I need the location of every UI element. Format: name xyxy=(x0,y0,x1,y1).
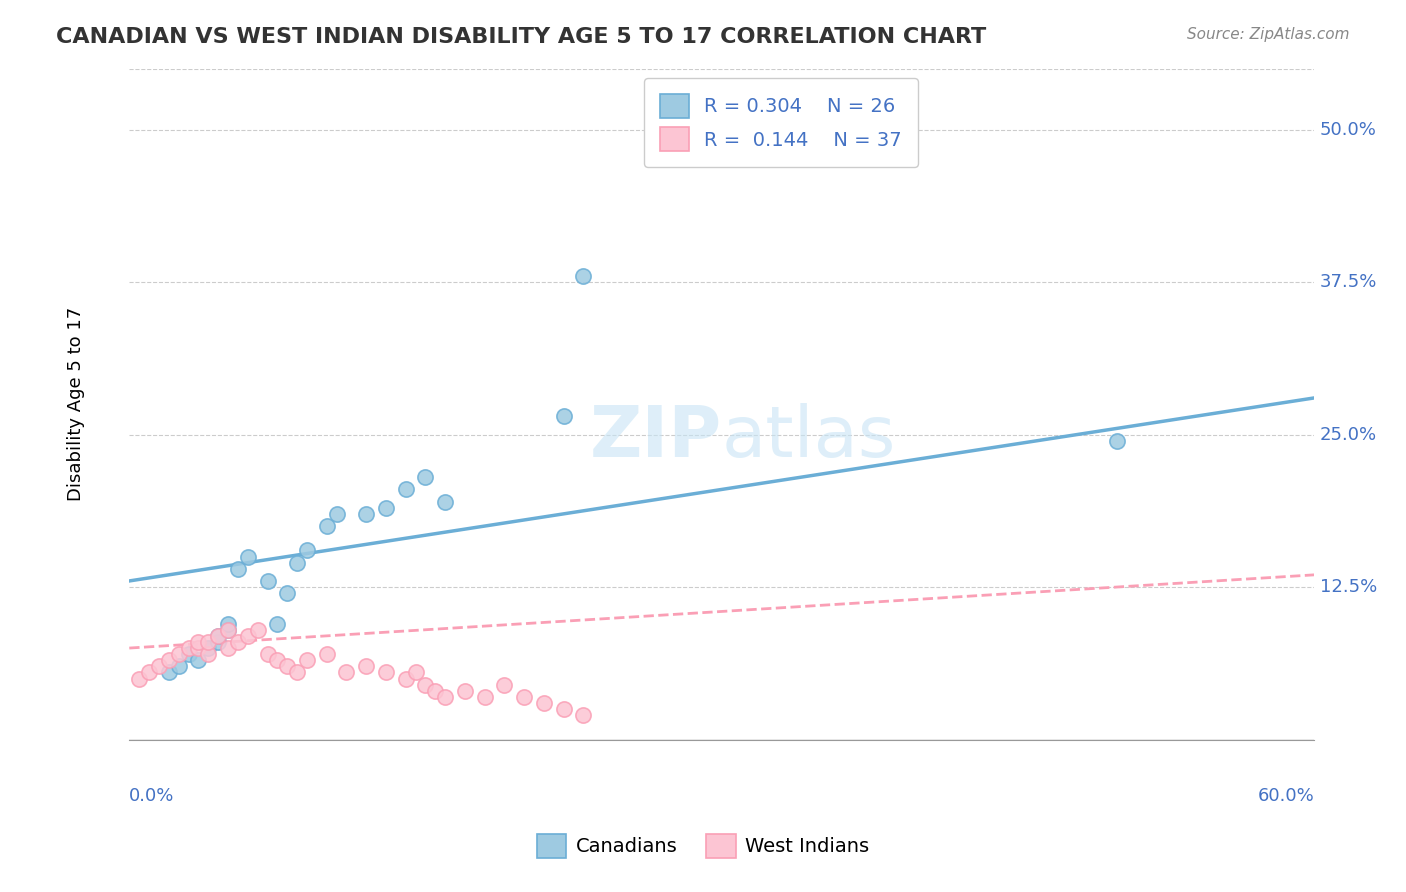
Point xyxy=(354,659,377,673)
Point xyxy=(325,507,347,521)
Point xyxy=(572,268,595,283)
Point xyxy=(226,562,249,576)
Point xyxy=(207,635,229,649)
Point xyxy=(217,616,239,631)
Point xyxy=(138,665,160,680)
Text: 60.0%: 60.0% xyxy=(1257,787,1315,805)
Text: 37.5%: 37.5% xyxy=(1320,273,1378,291)
Point xyxy=(266,616,288,631)
Point xyxy=(513,690,536,704)
Text: Source: ZipAtlas.com: Source: ZipAtlas.com xyxy=(1187,27,1350,42)
Point xyxy=(553,702,575,716)
Point xyxy=(197,641,219,656)
Point xyxy=(236,629,259,643)
Point xyxy=(276,659,298,673)
Text: 12.5%: 12.5% xyxy=(1320,578,1378,596)
Text: 50.0%: 50.0% xyxy=(1320,120,1376,138)
Point xyxy=(415,470,437,484)
Point xyxy=(207,629,229,643)
Point xyxy=(157,653,180,667)
Point xyxy=(217,641,239,656)
Point xyxy=(315,647,337,661)
Point xyxy=(266,653,288,667)
Point xyxy=(395,672,418,686)
Point xyxy=(207,629,229,643)
Point xyxy=(533,696,555,710)
Point xyxy=(148,659,170,673)
Point xyxy=(246,623,269,637)
Point xyxy=(415,678,437,692)
Text: atlas: atlas xyxy=(721,403,896,472)
Point xyxy=(167,659,190,673)
Point xyxy=(295,653,318,667)
Point xyxy=(395,483,418,497)
Point xyxy=(375,500,398,515)
Point xyxy=(226,635,249,649)
Point xyxy=(256,574,278,588)
Point xyxy=(157,665,180,680)
Text: 25.0%: 25.0% xyxy=(1320,425,1376,443)
Point xyxy=(434,690,457,704)
Text: ZIP: ZIP xyxy=(589,403,721,472)
Point xyxy=(553,409,575,424)
Point xyxy=(167,647,190,661)
Point xyxy=(197,647,219,661)
Point xyxy=(177,641,200,656)
Text: Disability Age 5 to 17: Disability Age 5 to 17 xyxy=(67,307,84,501)
Point xyxy=(454,683,477,698)
Point xyxy=(285,556,308,570)
Point xyxy=(1105,434,1128,448)
Point xyxy=(405,665,427,680)
Text: 0.0%: 0.0% xyxy=(129,787,174,805)
Point xyxy=(256,647,278,661)
Point xyxy=(425,683,447,698)
Point xyxy=(285,665,308,680)
Point xyxy=(128,672,150,686)
Point xyxy=(295,543,318,558)
Point xyxy=(434,494,457,508)
Point xyxy=(474,690,496,704)
Point xyxy=(354,507,377,521)
Point xyxy=(197,635,219,649)
Point xyxy=(187,641,209,656)
Point xyxy=(217,623,239,637)
Point xyxy=(177,647,200,661)
Point xyxy=(236,549,259,564)
Point xyxy=(572,708,595,723)
Point xyxy=(187,635,209,649)
Point xyxy=(276,586,298,600)
Legend: Canadians, West Indians: Canadians, West Indians xyxy=(522,819,884,873)
Point xyxy=(187,653,209,667)
Point xyxy=(217,623,239,637)
Point xyxy=(315,519,337,533)
Legend: R = 0.304    N = 26, R =  0.144    N = 37: R = 0.304 N = 26, R = 0.144 N = 37 xyxy=(644,78,918,167)
Point xyxy=(335,665,357,680)
Text: CANADIAN VS WEST INDIAN DISABILITY AGE 5 TO 17 CORRELATION CHART: CANADIAN VS WEST INDIAN DISABILITY AGE 5… xyxy=(56,27,987,46)
Point xyxy=(375,665,398,680)
Point xyxy=(494,678,516,692)
